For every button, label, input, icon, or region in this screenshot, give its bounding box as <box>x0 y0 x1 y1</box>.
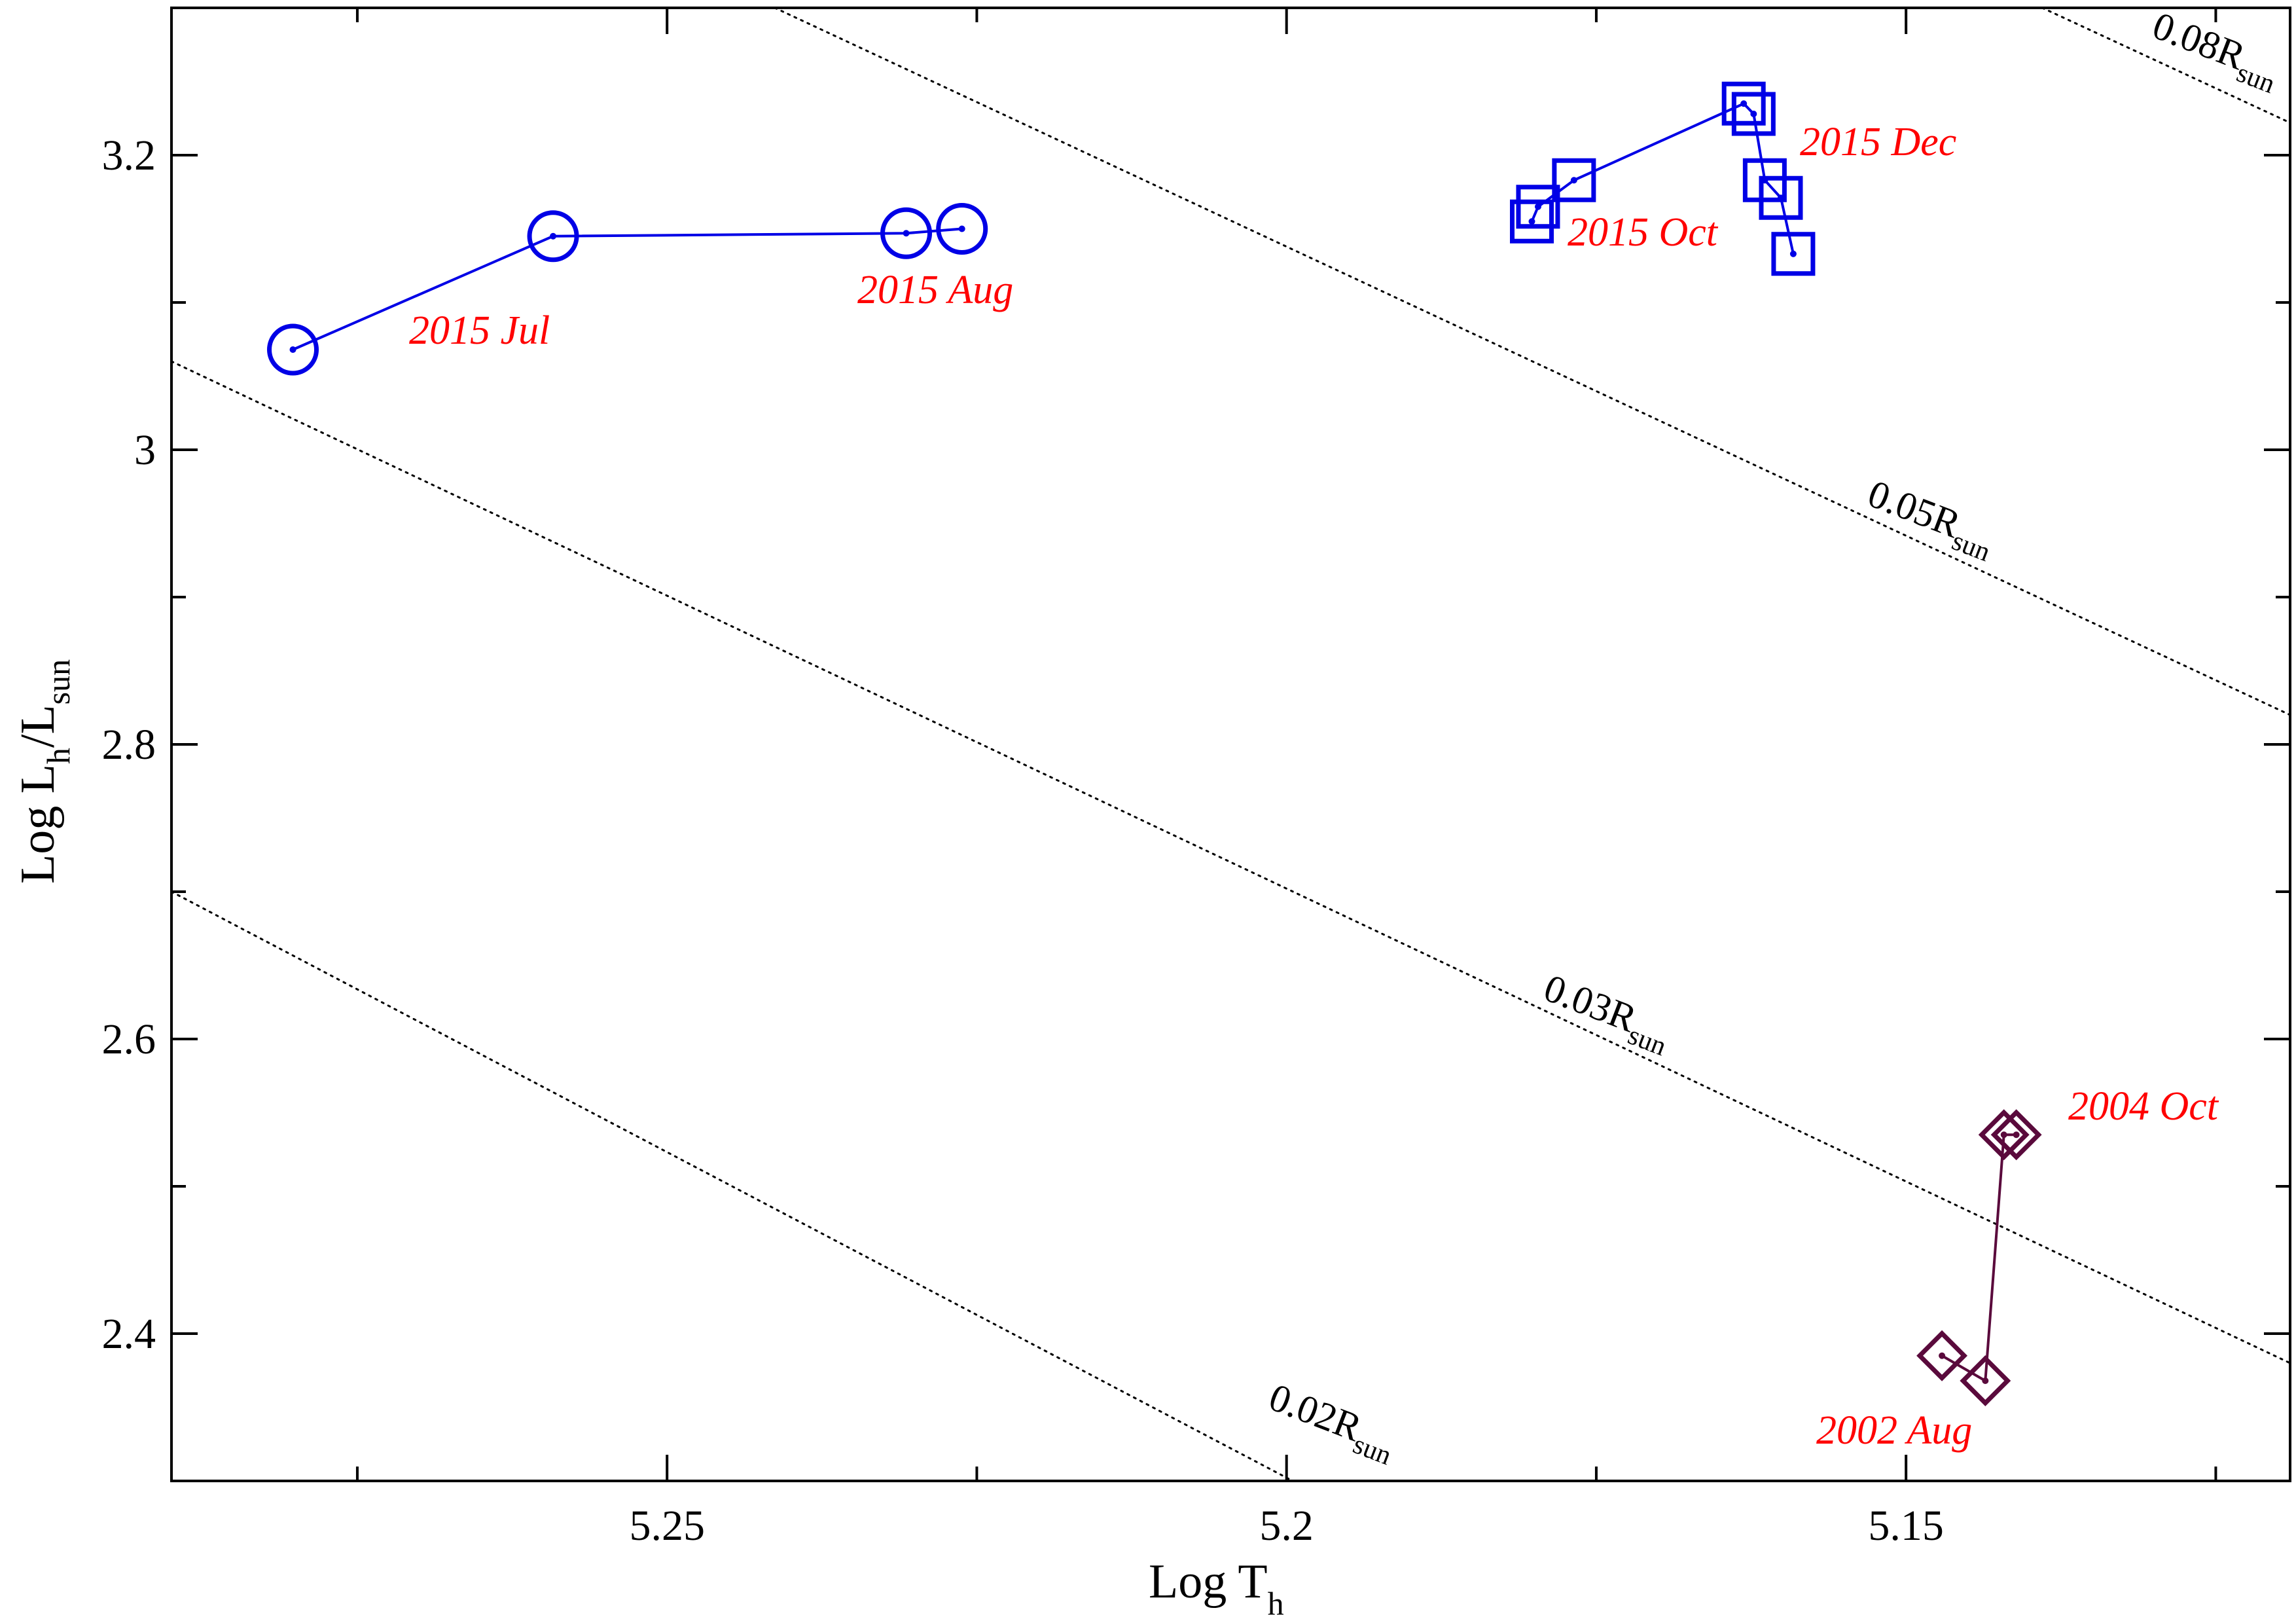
radius-line-1 <box>170 360 2291 1364</box>
axis-ticks: 5.25 5.2 5.15 2.4 2.6 2.8 3 3.2 <box>102 8 2290 1550</box>
data-series <box>267 81 2042 1406</box>
point-dot <box>1789 250 1797 257</box>
square-marker <box>1509 199 1554 244</box>
series-0-line <box>292 227 962 351</box>
x-tick-label: 5.2 <box>1259 1502 1314 1550</box>
annotation-2015-jul: 2015 Jul <box>409 308 550 353</box>
point-dot <box>1740 100 1748 107</box>
x-tick-label: 5.25 <box>629 1502 705 1550</box>
point-dot <box>903 230 910 237</box>
diamond-marker <box>1916 1330 1968 1381</box>
annotation-2015-dec: 2015 Dec <box>1800 120 1956 164</box>
radius-label-0.02: 0.02Rsun <box>1261 1376 1403 1472</box>
point-dot <box>1777 194 1784 202</box>
point-dot <box>1750 111 1757 117</box>
point-dot <box>550 232 557 240</box>
radius-lines <box>170 7 2291 1482</box>
x-tick-label: 5.15 <box>1868 1502 1944 1550</box>
square-marker <box>1771 232 1816 276</box>
point-dot <box>1982 1377 1989 1384</box>
square-marker <box>1516 185 1560 229</box>
y-tick-label: 3.2 <box>102 132 156 179</box>
point-dot <box>289 346 296 353</box>
radius-line-3 <box>2041 7 2291 124</box>
y-tick-label: 3 <box>134 426 156 474</box>
point-dot <box>2013 1131 2020 1139</box>
square-marker <box>1759 175 1803 220</box>
circle-marker <box>527 210 579 263</box>
annotation-2015-aug: 2015 Aug <box>857 268 1013 312</box>
diamond-marker <box>1978 1109 2030 1161</box>
annotation-2002-aug: 2002 Aug <box>1816 1408 1972 1453</box>
circle-marker <box>880 207 933 259</box>
point-dot <box>958 225 965 232</box>
series-2-line <box>1941 1133 2017 1383</box>
point-dot <box>1939 1352 1946 1359</box>
radius-line-2 <box>774 7 2291 716</box>
radius-label-0.03: 0.03Rsun <box>1535 966 1678 1063</box>
annotation-2004-oct: 2004 Oct <box>2068 1084 2219 1129</box>
annotation-2015-oct: 2015 Oct <box>1568 210 1719 255</box>
y-tick-label: 2.8 <box>102 721 156 769</box>
square-marker <box>1731 92 1776 136</box>
point-dot <box>1570 177 1577 184</box>
x-axis-title: Log Th <box>1149 1555 1284 1622</box>
radius-line-0 <box>170 890 1294 1482</box>
plot-area <box>170 7 2291 1482</box>
point-dot <box>2000 1131 2007 1139</box>
y-tick-label: 2.6 <box>102 1015 156 1063</box>
point-dot <box>1534 203 1541 210</box>
radius-label-0.05: 0.05Rsun <box>1859 472 2002 568</box>
y-axis-title: Log Lh/Lsun <box>11 659 77 884</box>
circle-marker <box>936 203 988 255</box>
y-tick-label: 2.4 <box>102 1310 156 1358</box>
diamond-marker <box>1990 1109 2042 1161</box>
diamond-marker <box>1960 1355 2011 1406</box>
circle-marker <box>267 323 319 376</box>
square-marker <box>1721 81 1766 126</box>
point-dot <box>1528 218 1535 225</box>
square-marker <box>1552 158 1596 202</box>
